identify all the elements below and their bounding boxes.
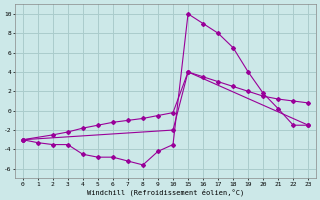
X-axis label: Windchill (Refroidissement éolien,°C): Windchill (Refroidissement éolien,°C) [87,188,244,196]
